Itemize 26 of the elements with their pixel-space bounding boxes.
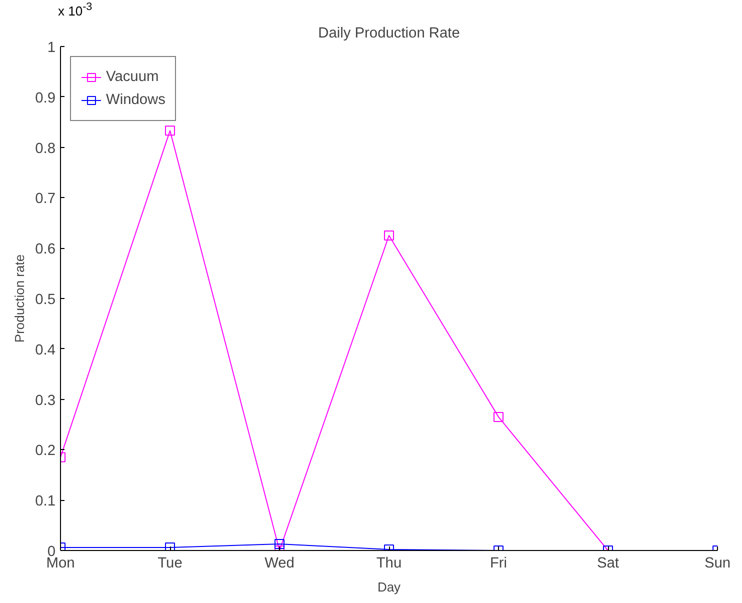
point: [384, 230, 394, 240]
point: [494, 412, 504, 422]
x-tick-label: Fri: [490, 556, 508, 572]
text: x 10$^{-3}$: [58, 0, 92, 20]
legend-label: Vacuum: [106, 69, 159, 85]
point: [165, 542, 175, 550]
x-tick-label: Thu: [376, 556, 402, 572]
y-axis-title: Production rate: [12, 254, 28, 343]
x-tick-label: Sun: [704, 556, 731, 572]
legend-label: Windows: [106, 92, 166, 108]
x-axis-title: Day: [377, 580, 402, 594]
y-tick-label: 0.3: [35, 392, 56, 409]
x-tick-label: Sat: [597, 556, 619, 572]
x-tick-label: Wed: [264, 556, 294, 572]
y-tick-label: 0.2: [35, 443, 56, 460]
y-tick-label: 0.8: [35, 140, 56, 157]
y-tick-label: 0.6: [35, 242, 56, 258]
y-tick-label: 0.9: [35, 90, 56, 106]
y-tick-label: 0.5: [35, 292, 56, 308]
y-tick-label: 0.1: [35, 494, 56, 510]
y-tick-label: 1: [47, 40, 56, 56]
point: [165, 126, 175, 136]
y-tick-label: 0.7: [35, 191, 56, 208]
chart-title: Daily Production Rate: [318, 26, 460, 42]
y-tick-label: 0.4: [35, 342, 56, 358]
x-tick-label: Tue: [158, 556, 182, 572]
